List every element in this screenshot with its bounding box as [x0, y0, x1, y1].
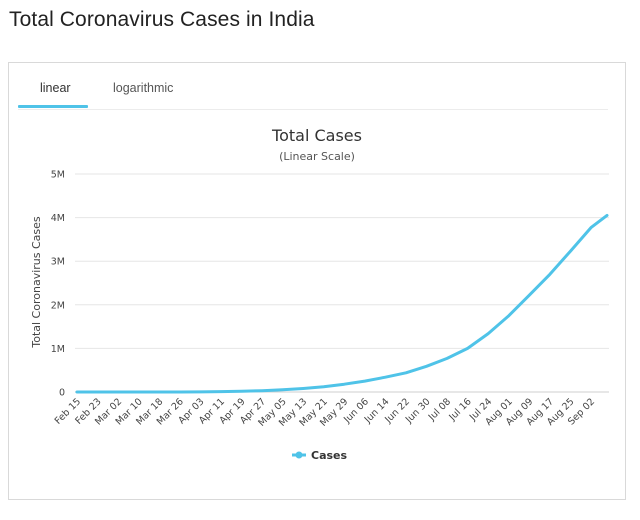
y-axis-title: Total Coronavirus Cases: [30, 216, 43, 349]
x-tick-label: Jul 16: [446, 396, 473, 423]
chart-card: linear logarithmic Total Cases (Linear S…: [8, 62, 626, 500]
y-tick-label: 1M: [51, 344, 65, 355]
page-title: Total Coronavirus Cases in India: [9, 8, 315, 31]
chart-subtitle: (Linear Scale): [279, 150, 355, 163]
series-layer: [75, 213, 609, 394]
legend-label-cases: Cases: [311, 449, 348, 462]
tab-logarithmic[interactable]: logarithmic: [113, 81, 174, 95]
grid-lines: [75, 173, 609, 393]
y-tick-label: 5M: [51, 170, 65, 181]
chart-title: Total Cases: [271, 126, 362, 145]
y-tick-label: 4M: [51, 213, 65, 224]
tab-linear[interactable]: linear: [40, 81, 71, 95]
scale-tabs: linear logarithmic: [18, 63, 608, 110]
legend[interactable]: Cases: [292, 449, 348, 462]
y-tick-label: 2M: [51, 300, 65, 311]
series-line-cases[interactable]: [75, 213, 609, 394]
legend-series-marker: [295, 451, 303, 459]
active-tab-indicator: [18, 105, 88, 108]
x-tick-label: Jul 08: [426, 396, 453, 423]
y-axis-ticks: 0 1M 2M 3M 4M 5M: [51, 170, 65, 399]
cases-line-chart: Total Cases (Linear Scale) 0 1M 2M 3M 4M 5M F…: [30, 126, 609, 462]
y-tick-label: 0: [59, 388, 65, 399]
y-tick-label: 3M: [51, 257, 65, 268]
